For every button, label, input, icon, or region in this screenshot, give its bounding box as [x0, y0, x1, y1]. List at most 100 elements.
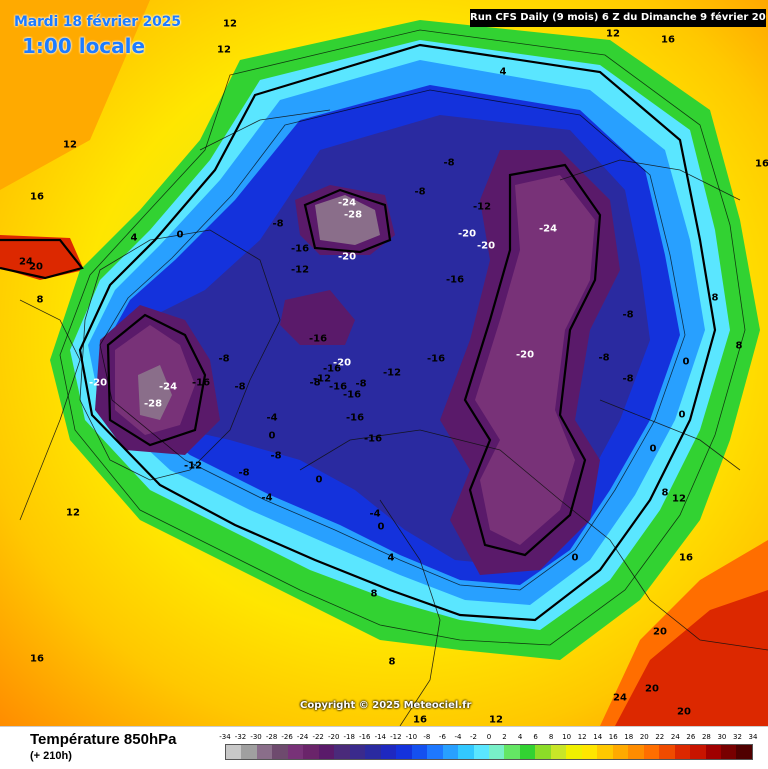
isotherm-label: 8 — [388, 656, 396, 668]
isotherm-label: -16 — [426, 353, 446, 365]
isotherm-label: 8 — [735, 340, 743, 352]
isotherm-label: 16 — [30, 653, 44, 665]
legend-swatch — [721, 745, 737, 759]
legend-swatch — [690, 745, 706, 759]
isotherm-label: 0 — [678, 409, 686, 421]
isotherm-label: 20 — [645, 683, 659, 695]
legend-tick-label: 34 — [748, 733, 758, 741]
legend-tick-label: 0 — [486, 733, 492, 741]
legend-swatch — [365, 745, 381, 759]
isotherm-label: 8 — [711, 292, 719, 304]
isotherm-label: 16 — [755, 158, 768, 170]
legend-swatch — [535, 745, 551, 759]
isotherm-label: -20 — [332, 357, 352, 369]
legend-tick-label: -30 — [250, 733, 262, 741]
isotherm-label: 0 — [649, 443, 657, 455]
isotherm-label: -8 — [270, 450, 282, 462]
legend-swatch — [256, 745, 273, 759]
legend-tick-label: 30 — [717, 733, 727, 741]
isotherm-label: 12 — [63, 139, 77, 151]
legend-swatch — [504, 745, 520, 759]
legend-tick-label: 10 — [562, 733, 572, 741]
legend-swatch — [287, 745, 304, 759]
legend-tick-label: 4 — [517, 733, 523, 741]
legend-tick-label: -10 — [405, 733, 418, 741]
isotherm-label: -4 — [266, 412, 278, 424]
isotherm-label: 0 — [176, 229, 184, 241]
coldest-core-west — [138, 365, 172, 420]
legend-tick-label: -8 — [423, 733, 431, 741]
legend-swatch — [380, 745, 397, 759]
legend-tick-label: -24 — [296, 733, 309, 741]
isotherm-label: 16 — [661, 34, 675, 46]
legend-tick-label: -12 — [390, 733, 402, 741]
isotherm-label: -4 — [261, 492, 273, 504]
isotherm-label: -20 — [88, 377, 108, 389]
legend-tick-label: 14 — [593, 733, 603, 741]
isotherm-label: -16 — [342, 389, 362, 401]
warm-region-northwest — [0, 0, 150, 190]
legend-tick-label: 22 — [655, 733, 665, 741]
minus20-isotherm-east — [463, 163, 602, 557]
hot-region-west — [0, 235, 84, 280]
legend-tick-label: 6 — [533, 733, 538, 741]
isotherm-label: 0 — [682, 356, 690, 368]
isotherm-label: 12 — [217, 44, 231, 56]
forecast-lead-time: (+ 210h) — [30, 750, 72, 762]
legend-swatch — [458, 745, 474, 759]
legend-tick-label: -28 — [265, 733, 278, 741]
isotherm-label: -8 — [272, 218, 284, 230]
zero-isotherm — [78, 43, 717, 622]
legend-tick-label: -26 — [281, 733, 293, 741]
legend-swatch — [705, 745, 721, 759]
isotherm-label: 16 — [679, 552, 693, 564]
legend-tick-label: -22 — [312, 733, 324, 741]
isotherm-label: 12 — [66, 507, 80, 519]
legend-tick-label: -18 — [343, 733, 355, 741]
legend-tick-labels: -34 -32 -30 -28 -26 -24 -22 -20 -18 -16 -14 -12 -10-… — [219, 733, 757, 743]
isotherm-label: -8 — [234, 381, 246, 393]
variable-title: Température 850hPa — [30, 731, 177, 748]
legend-swatch — [597, 745, 613, 759]
isotherm-label: -12 — [472, 201, 492, 213]
legend-swatch — [674, 745, 691, 759]
isotherm-label: -16 — [328, 381, 348, 393]
legend-tick-label: -34 — [219, 733, 231, 741]
isotherm-label: -28 — [143, 398, 163, 410]
isotherm-label: 8 — [661, 487, 669, 499]
legend-swatch — [488, 745, 505, 759]
forecast-date: Mardi 18 février 2025 — [14, 14, 181, 30]
isotherm-label: 0 — [268, 430, 276, 442]
isotherm-label: -12 — [312, 373, 332, 385]
isotherm-label: -16 — [290, 243, 310, 255]
legend-swatch — [318, 745, 335, 759]
isotherm-label: -8 — [622, 373, 634, 385]
legend-swatch — [659, 745, 675, 759]
isotherm-label: 20 — [29, 261, 43, 273]
legend-swatch — [396, 745, 412, 759]
isotherm-label: 12 — [223, 18, 237, 30]
legend-tick-label: 8 — [548, 733, 554, 741]
isotherm-contours — [0, 43, 717, 622]
isotherm-label: 8 — [36, 294, 44, 306]
isotherm-label: -8 — [414, 186, 426, 198]
legend-tick-label: 24 — [670, 733, 680, 741]
isotherm-label: -8 — [622, 309, 634, 321]
temperature-map: 12 12 12 16 24 20 4 0 8 -8 -16 -12 -24 -28 -20 4 12 16 -8-… — [0, 0, 768, 726]
legend-tick-label: -6 — [438, 733, 446, 741]
legend-swatch — [334, 745, 350, 759]
legend-swatch — [581, 745, 598, 759]
legend-swatch — [272, 745, 288, 759]
legend-tick-label: -20 — [327, 733, 340, 741]
isotherm-label: -12 — [382, 367, 402, 379]
legend-tick-label: 2 — [502, 733, 507, 741]
isotherm-label: -12 — [290, 264, 310, 276]
isotherm-label: 16 — [413, 714, 427, 726]
minus20-isotherm-west — [106, 313, 207, 447]
legend-tick-label: -14 — [374, 733, 386, 741]
warm-isotherm-west — [0, 238, 84, 280]
legend-tick-label: 16 — [608, 733, 618, 741]
legend-swatch — [442, 745, 459, 759]
thin-isotherms — [59, 29, 746, 646]
model-run-banner: Run CFS Daily (9 mois) 6 Z du Dimanche 9… — [470, 9, 766, 27]
